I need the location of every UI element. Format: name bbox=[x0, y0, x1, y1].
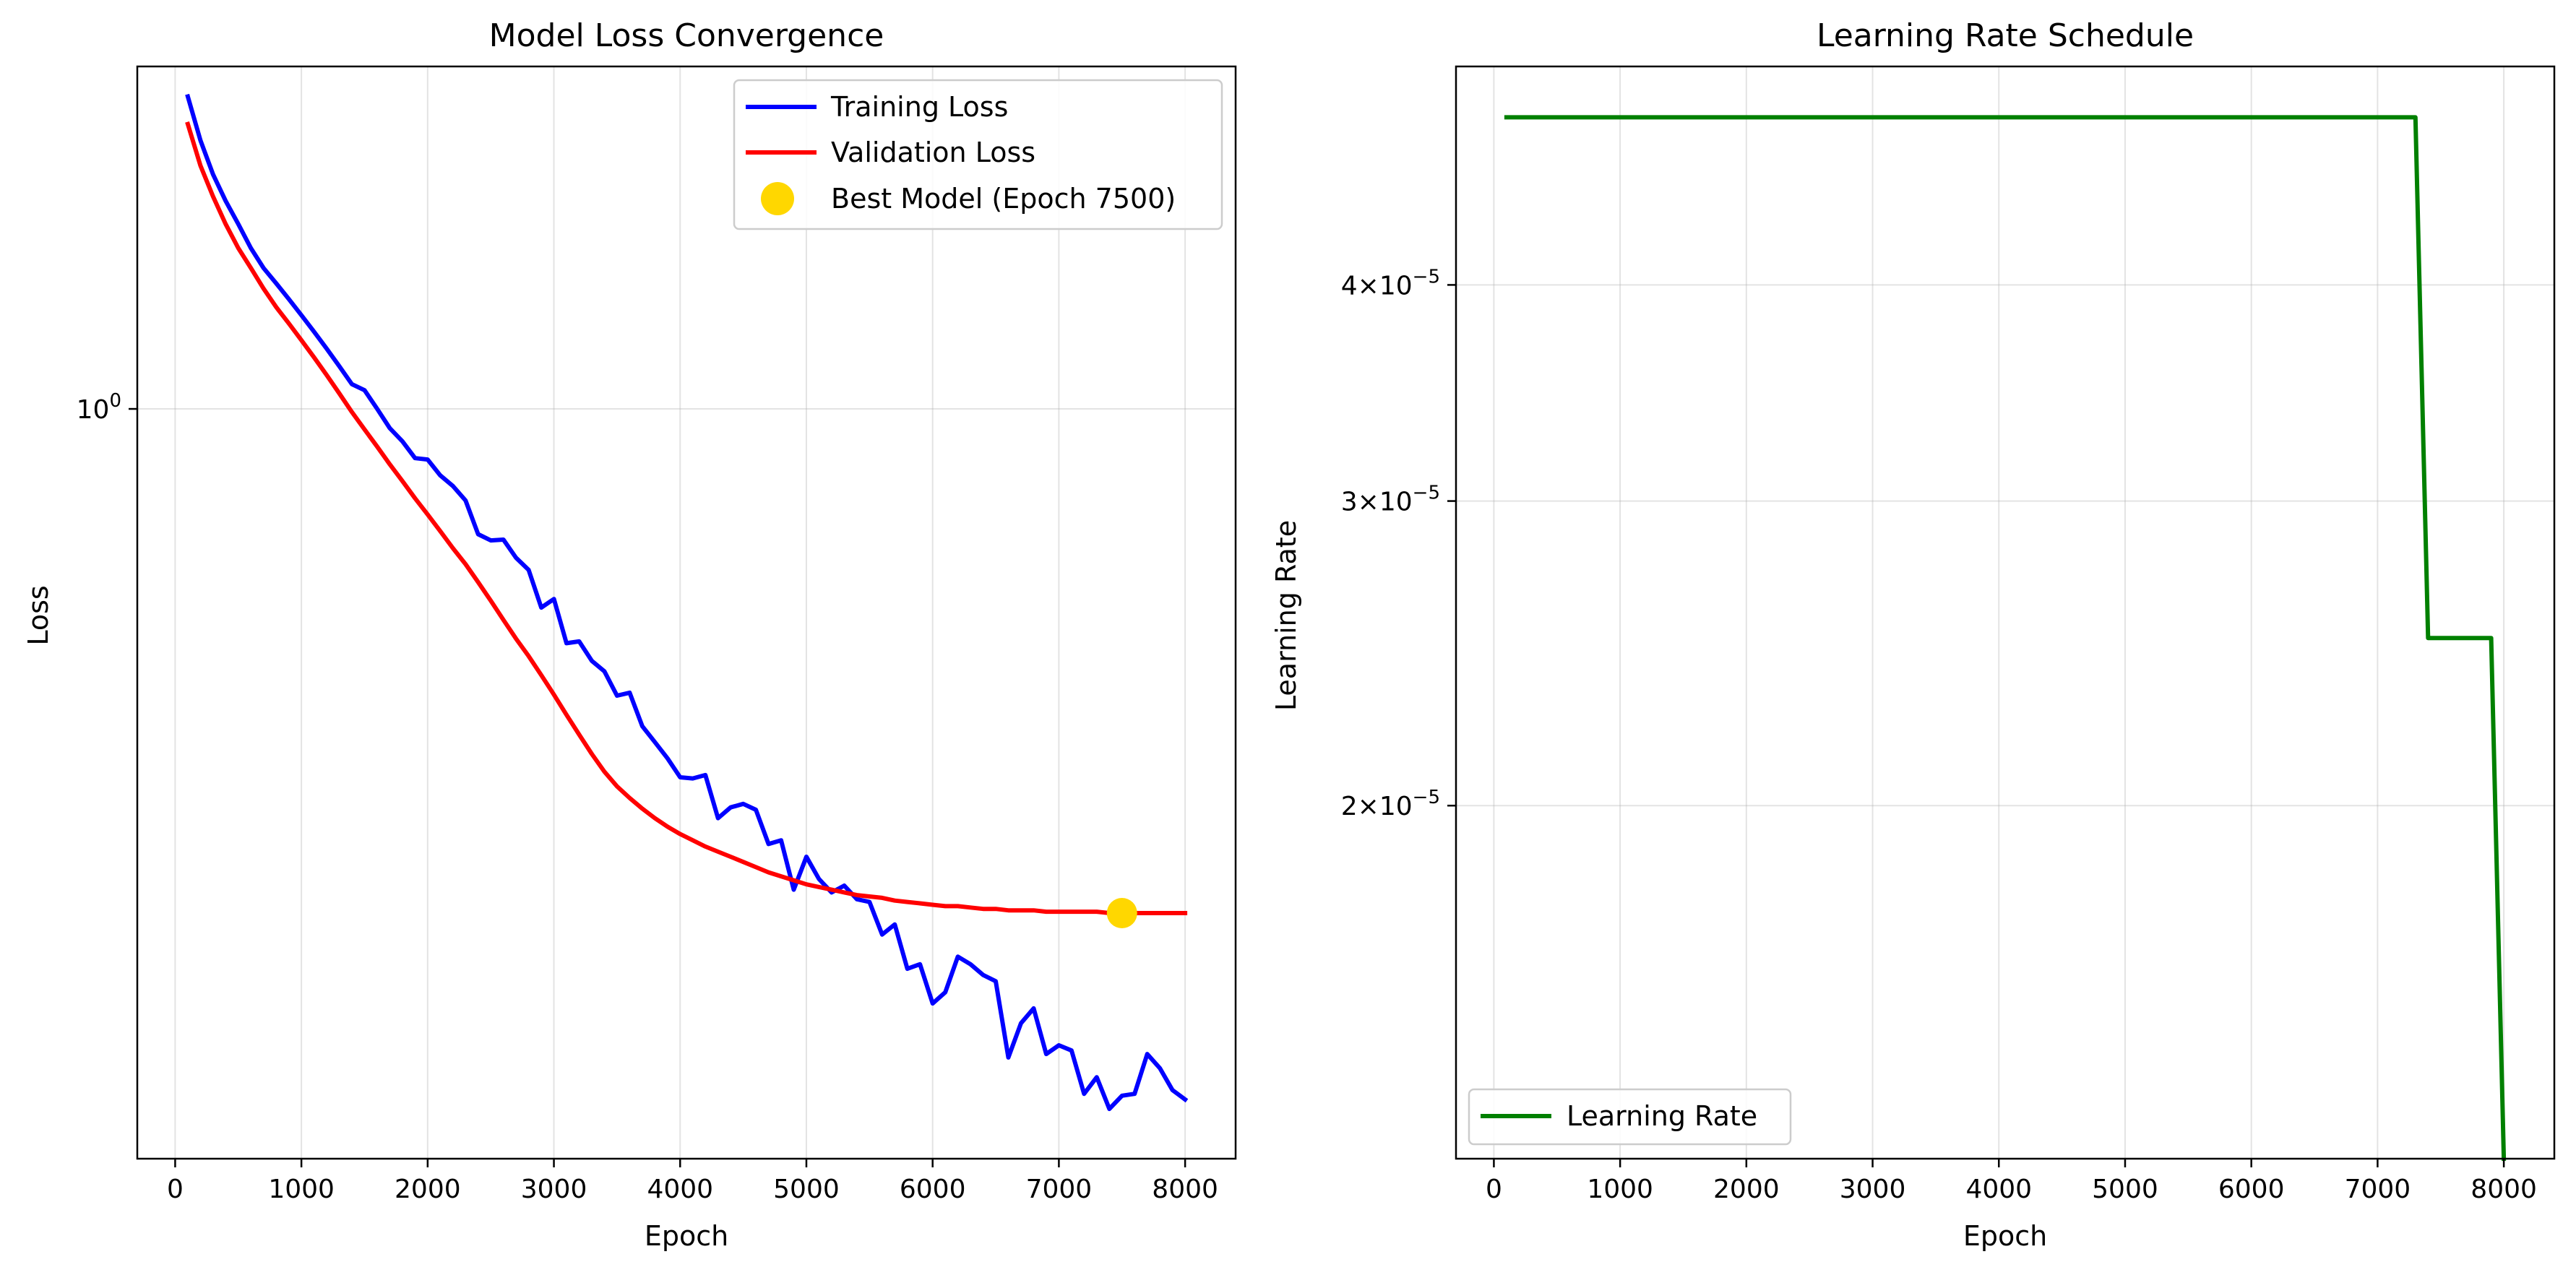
loss-chart-x-ticks: 0 1000 2000 3000 4000 5000 6000 7000 8000 bbox=[167, 1159, 1218, 1204]
loss-chart-y-tick-label: 100 bbox=[77, 390, 121, 425]
loss-chart-grid bbox=[137, 66, 1236, 1159]
loss-chart-plot-area bbox=[136, 65, 1237, 1160]
loss-chart-legend: Training Loss Validation Loss Best Model… bbox=[733, 79, 1223, 230]
learning-rate-chart-title: Learning Rate Schedule bbox=[1817, 17, 2194, 54]
loss-chart-x-tick-label: 3000 bbox=[521, 1175, 587, 1204]
learning-rate-chart-series bbox=[1504, 115, 2507, 1162]
learning-rate-chart-x-tick-label: 5000 bbox=[2092, 1175, 2158, 1204]
learning-rate-chart-plot-area bbox=[1455, 65, 2556, 1160]
loss-chart-x-tick-label: 6000 bbox=[900, 1175, 966, 1204]
loss-chart-y-ticks: 100 bbox=[77, 390, 137, 425]
learning-rate-chart-x-tick-label: 6000 bbox=[2218, 1175, 2285, 1204]
learning-rate-chart-y-tick-label: 3×10−5 bbox=[1341, 483, 1440, 517]
learning-rate-chart-x-tick-label: 0 bbox=[1486, 1175, 1502, 1204]
learning-rate-chart: Learning Rate Schedule 0 1000 2000 3000 4000… bbox=[1270, 17, 2556, 1252]
loss-chart-legend-box bbox=[733, 79, 1223, 230]
learning-rate-chart-legend-box bbox=[1468, 1088, 1792, 1146]
best-model-marker bbox=[1106, 898, 1137, 929]
learning-rate-chart-x-tick-label: 1000 bbox=[1587, 1175, 1653, 1204]
learning-rate-chart-y-ticks: 4×10−5 3×10−5 2×10−5 bbox=[1341, 266, 1456, 821]
learning-rate-chart-y-tick-label: 2×10−5 bbox=[1341, 787, 1440, 821]
loss-chart-x-tick-label: 8000 bbox=[1152, 1175, 1218, 1204]
learning-rate-chart-x-tick-label: 4000 bbox=[1965, 1175, 2032, 1204]
loss-chart-x-tick-label: 1000 bbox=[268, 1175, 335, 1204]
learning-rate-chart-x-label: Epoch bbox=[1963, 1220, 2047, 1252]
series-line-learning-rate bbox=[1504, 115, 2507, 1162]
loss-chart-x-tick-label: 5000 bbox=[773, 1175, 840, 1204]
learning-rate-chart-x-ticks: 0 1000 2000 3000 4000 5000 6000 7000 8000 bbox=[1486, 1159, 2537, 1204]
learning-rate-chart-y-tick-label: 4×10−5 bbox=[1341, 266, 1440, 301]
learning-rate-chart-x-tick-label: 8000 bbox=[2471, 1175, 2537, 1204]
learning-rate-chart-legend: Learning Rate bbox=[1468, 1088, 1792, 1146]
learning-rate-chart-y-label: Learning Rate bbox=[1270, 520, 1302, 711]
legend-swatch-best-model bbox=[761, 182, 794, 215]
series-line-training-loss bbox=[185, 93, 1189, 1112]
legend-label-learning-rate: Learning Rate bbox=[1567, 1100, 1757, 1132]
learning-rate-chart-grid bbox=[1456, 66, 2554, 1159]
legend-label-training-loss: Training Loss bbox=[830, 91, 1008, 123]
loss-chart-x-label: Epoch bbox=[645, 1220, 728, 1252]
loss-chart-x-tick-label: 7000 bbox=[1026, 1175, 1093, 1204]
loss-chart-x-tick-label: 4000 bbox=[647, 1175, 713, 1204]
learning-rate-chart-x-tick-label: 2000 bbox=[1713, 1175, 1780, 1204]
series-line-validation-loss bbox=[185, 121, 1188, 915]
learning-rate-chart-x-tick-label: 7000 bbox=[2345, 1175, 2411, 1204]
loss-chart: Model Loss Convergence 0 1000 2000 3000 4000… bbox=[22, 17, 1237, 1252]
loss-chart-x-tick-label: 2000 bbox=[395, 1175, 461, 1204]
learning-rate-chart-x-tick-label: 3000 bbox=[1840, 1175, 1906, 1204]
loss-chart-x-tick-label: 0 bbox=[167, 1175, 184, 1204]
loss-chart-y-label: Loss bbox=[22, 585, 54, 645]
loss-chart-title: Model Loss Convergence bbox=[489, 17, 884, 54]
loss-chart-series bbox=[185, 93, 1189, 1112]
legend-label-best-model: Best Model (Epoch 7500) bbox=[831, 183, 1176, 215]
legend-label-validation-loss: Validation Loss bbox=[831, 137, 1035, 168]
